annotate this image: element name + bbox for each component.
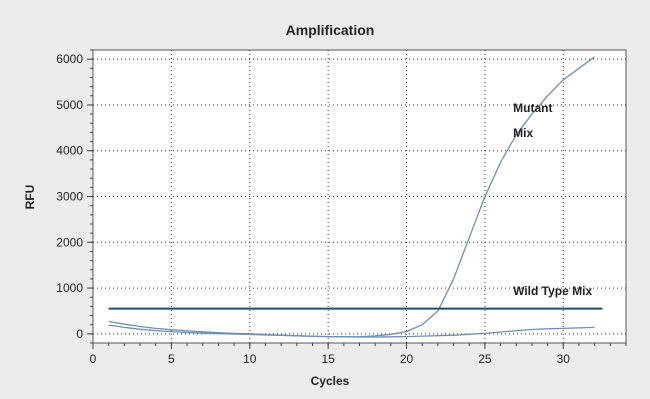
y-tick-label: 3000 xyxy=(56,190,83,204)
annotations: Mutant Mix Wild Type Mix xyxy=(513,101,592,298)
x-tick-label: 20 xyxy=(400,352,414,366)
annotation-label: Mix xyxy=(513,126,533,140)
y-tick-label: 2000 xyxy=(56,235,83,249)
y-tick-label: 1000 xyxy=(56,281,83,295)
x-tick-label: 10 xyxy=(243,352,257,366)
y-axis-label: RFU xyxy=(23,185,37,210)
y-tick-label: 0 xyxy=(76,327,83,341)
x-tick-label: 5 xyxy=(168,352,175,366)
x-tick-label: 25 xyxy=(478,352,492,366)
series-line-wild-type-mix xyxy=(108,324,595,338)
x-axis-label: Cycles xyxy=(311,374,350,388)
annotation-label: Wild Type Mix xyxy=(513,284,592,298)
x-axis: 0 5 10 15 20 25 30 xyxy=(90,343,627,366)
plot-area xyxy=(92,49,627,344)
x-tick-label: 15 xyxy=(321,352,335,366)
y-tick-label: 4000 xyxy=(56,144,83,158)
x-tick-label: 0 xyxy=(90,352,97,366)
x-tick-label: 30 xyxy=(557,352,571,366)
grid xyxy=(93,50,626,343)
series-layer xyxy=(108,56,603,338)
annotation-label: Mutant xyxy=(513,101,552,115)
chart-title: Amplification xyxy=(286,22,375,38)
y-tick-label: 5000 xyxy=(56,98,83,112)
y-tick-label: 6000 xyxy=(56,52,83,66)
